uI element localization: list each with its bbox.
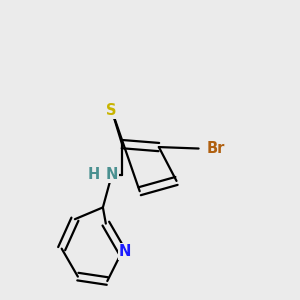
Text: N: N: [119, 244, 131, 259]
Text: S: S: [106, 103, 117, 118]
Text: Br: Br: [207, 141, 225, 156]
Text: H: H: [88, 167, 100, 182]
Text: N: N: [106, 167, 118, 182]
